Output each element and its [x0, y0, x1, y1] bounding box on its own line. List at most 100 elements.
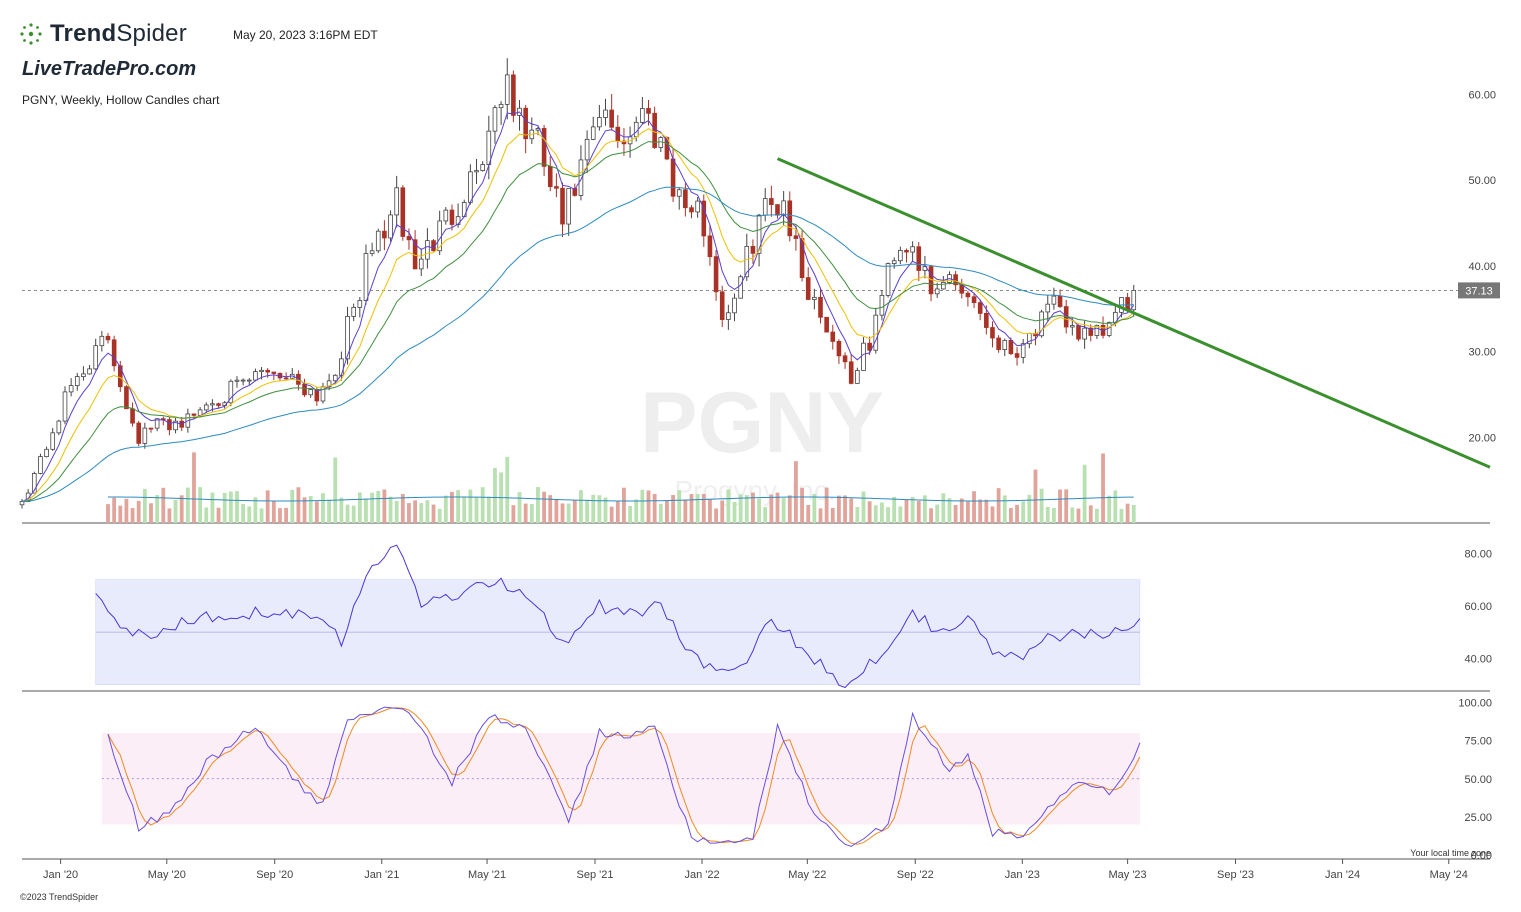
candle-down — [609, 109, 614, 128]
volume-bar — [640, 489, 645, 523]
volume-bar — [271, 500, 276, 523]
volume-bar — [916, 500, 921, 523]
candle-up — [308, 389, 313, 396]
volume-bar — [468, 489, 473, 523]
volume-bar — [959, 498, 964, 523]
volume-bar — [978, 499, 983, 523]
time-tick-label: Sep '21 — [577, 869, 614, 881]
volume-bar — [185, 487, 190, 523]
volume-bar — [437, 508, 442, 523]
candle-down — [191, 413, 197, 416]
candle-up — [474, 170, 479, 173]
candle-up — [154, 418, 160, 429]
volume-bar — [450, 491, 454, 523]
volume-bar — [1094, 508, 1099, 523]
volume-bar — [278, 508, 282, 523]
candle-up — [885, 263, 891, 296]
candle-up — [173, 420, 178, 431]
candle-up — [56, 420, 62, 434]
candle-up — [38, 456, 43, 474]
candle-up — [44, 448, 49, 458]
volume-bar — [327, 499, 332, 523]
candle-down — [701, 200, 707, 237]
volume-bar — [308, 496, 313, 523]
candle-up — [425, 240, 430, 260]
candle-up — [93, 345, 99, 370]
candle-down — [793, 235, 799, 239]
candle-up — [584, 138, 590, 161]
candle-down — [805, 277, 811, 300]
volume-bar — [364, 498, 368, 523]
volume-bar — [658, 503, 663, 523]
candle-up — [74, 376, 80, 386]
volume-bar — [1076, 508, 1081, 523]
volume-bar — [1051, 507, 1056, 523]
volume-bar — [1045, 506, 1050, 523]
volume-bar — [382, 489, 387, 523]
volume-bar — [425, 500, 430, 523]
volume-bar — [585, 499, 589, 523]
price-tick-label: 20.00 — [1468, 432, 1496, 444]
volume-bar — [781, 498, 786, 523]
volume-bar — [357, 492, 362, 523]
candle-up — [597, 117, 602, 128]
candle-up — [566, 188, 571, 225]
volume-bar — [695, 493, 700, 523]
candle-up — [357, 300, 363, 308]
candle-down — [554, 186, 559, 189]
rsi-line — [95, 544, 1141, 689]
stoch-tick-label: 25.00 — [1464, 812, 1492, 824]
candle-down — [449, 209, 455, 225]
volume-bar — [769, 494, 774, 523]
volume-bar — [1125, 503, 1130, 523]
candle-down — [848, 361, 854, 384]
candle-up — [891, 260, 897, 264]
volume-bar — [493, 468, 497, 523]
candle-down — [124, 386, 129, 410]
volume-bar — [247, 506, 252, 523]
volume-bar — [837, 495, 841, 523]
volume-bar — [708, 499, 712, 523]
volume-bar — [1015, 504, 1019, 523]
candle-down — [117, 365, 123, 388]
candle-up — [744, 245, 750, 278]
volume-bar — [517, 492, 522, 523]
volume-bar — [1131, 505, 1136, 523]
volume-bar — [972, 491, 976, 523]
volume-bar — [757, 498, 761, 523]
rsi-tick-label: 80.00 — [1464, 548, 1492, 560]
volume-bar — [407, 503, 411, 523]
candle-up — [142, 427, 148, 444]
volume-bar — [818, 508, 823, 523]
candle-down — [996, 337, 1001, 350]
volume-bar — [290, 489, 295, 523]
volume-bar — [615, 501, 620, 523]
candle-down — [1008, 339, 1014, 355]
candle-down — [406, 236, 412, 241]
last-price-tag — [1458, 282, 1500, 299]
candle-down — [818, 296, 823, 318]
volume-bar — [118, 505, 123, 523]
candle-up — [1082, 327, 1087, 340]
time-tick-label: Jan '23 — [1005, 869, 1040, 881]
volume-bar — [400, 494, 405, 523]
volume-bar — [339, 497, 344, 523]
volume-bar — [505, 456, 510, 523]
candle-down — [683, 189, 688, 209]
candle-down — [1076, 325, 1081, 340]
candle-up — [394, 187, 399, 216]
volume-bar — [892, 496, 897, 523]
volume-bar — [419, 503, 424, 523]
candle-up — [640, 108, 645, 123]
candle-up — [332, 374, 338, 382]
candle-up — [1051, 295, 1057, 305]
volume-bar — [886, 507, 890, 523]
volume-bar — [192, 452, 196, 523]
price-tick-label: 30.00 — [1468, 347, 1496, 359]
candle-down — [283, 377, 289, 380]
volume-bar — [321, 493, 325, 523]
candle-down — [990, 327, 995, 339]
volume-bar — [302, 497, 307, 523]
candle-down — [148, 427, 154, 430]
volume-bar — [806, 505, 811, 523]
